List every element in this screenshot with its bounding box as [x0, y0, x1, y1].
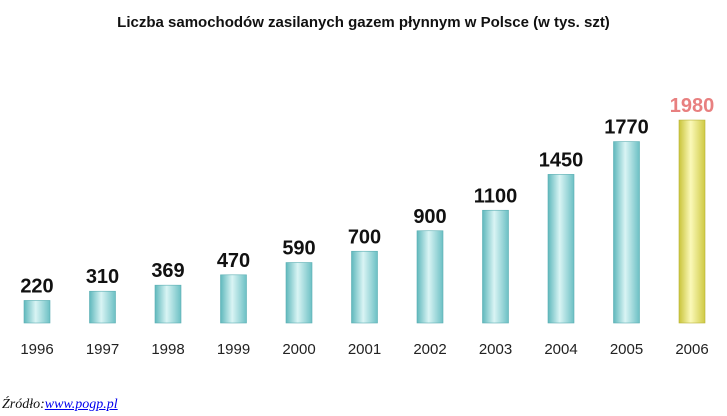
bar-1999 — [220, 274, 247, 324]
category-label-2001: 2001 — [348, 341, 381, 358]
value-label-2001: 700 — [348, 226, 381, 248]
category-label-2006: 2006 — [675, 341, 708, 358]
value-label-1997: 310 — [86, 266, 119, 288]
bar-2005 — [613, 141, 640, 324]
category-label-2005: 2005 — [610, 341, 643, 358]
value-label-2006: 1980 — [670, 95, 715, 117]
bar-2002 — [416, 230, 444, 324]
source-label: Źródło: — [2, 397, 45, 412]
value-label-1999: 470 — [217, 250, 250, 272]
source-link[interactable]: www.pogp.pl — [44, 397, 118, 412]
value-label-2003: 1100 — [474, 185, 517, 207]
category-label-1997: 1997 — [86, 341, 119, 358]
bar-2000 — [285, 262, 313, 324]
category-label-1996: 1996 — [20, 341, 53, 358]
bar-1998 — [154, 284, 182, 324]
bar-1996 — [23, 300, 51, 324]
value-label-2002: 900 — [413, 206, 446, 228]
category-label-2002: 2002 — [413, 341, 446, 358]
category-label-1998: 1998 — [151, 341, 184, 358]
value-label-2000: 590 — [282, 238, 315, 260]
value-label-2005: 1770 — [604, 117, 649, 139]
value-label-2004: 1450 — [539, 149, 584, 171]
value-label-1998: 369 — [151, 260, 184, 282]
bar-2004 — [547, 174, 575, 324]
category-label-2000: 2000 — [282, 341, 315, 358]
value-label-1996: 220 — [20, 275, 53, 297]
source-note: Źródło:www.pogp.pl — [2, 397, 118, 413]
bar-2001 — [351, 250, 378, 324]
category-label-2004: 2004 — [544, 341, 577, 358]
bar-2003 — [482, 209, 509, 324]
bar-2006 — [678, 119, 706, 324]
category-label-1999: 1999 — [217, 341, 250, 358]
category-label-2003: 2003 — [479, 341, 512, 358]
chart-title: Liczba samochodów zasilanych gazem płynn… — [117, 14, 610, 31]
bar-1997 — [89, 290, 116, 324]
